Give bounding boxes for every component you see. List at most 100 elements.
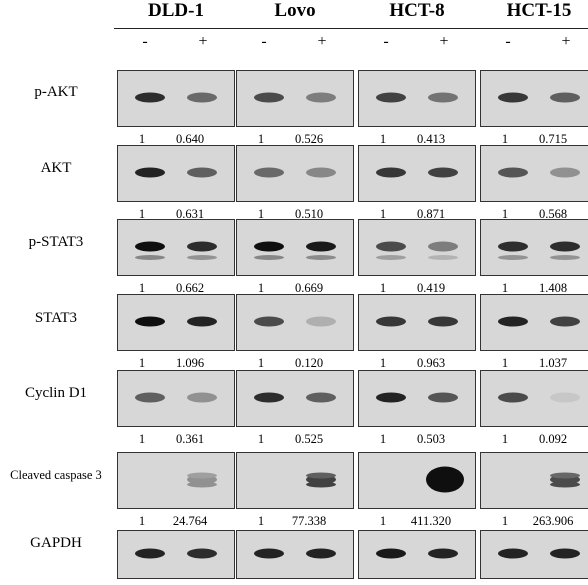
protein-band — [254, 92, 284, 103]
quant-control-value: 1 — [501, 207, 509, 221]
protein-band — [550, 255, 580, 260]
protein-band — [376, 548, 406, 559]
protein-band — [187, 92, 217, 103]
quant-treated-value: 0.715 — [538, 132, 568, 146]
quant-treated-value: 0.413 — [416, 132, 446, 146]
cell-line-title: HCT-8 — [389, 0, 445, 21]
row-label: AKT — [40, 160, 72, 176]
protein-band — [187, 472, 217, 479]
protein-band — [428, 392, 458, 403]
quant-control-value: 1 — [257, 356, 265, 370]
cell-line-underline — [477, 28, 588, 29]
blot-panel — [358, 294, 476, 351]
row-label: Cyclin D1 — [24, 385, 88, 401]
protein-band — [306, 241, 336, 252]
cell-line-title: Lovo — [274, 0, 316, 21]
row-label: p-STAT3 — [28, 234, 84, 250]
protein-band — [135, 548, 165, 559]
blot-panel — [358, 145, 476, 202]
protein-band — [376, 392, 406, 403]
quant-treated-value: 0.568 — [538, 207, 568, 221]
blot-panel — [236, 219, 354, 276]
quant-treated-value: 1.037 — [538, 356, 568, 370]
quant-control-value: 1 — [379, 207, 387, 221]
protein-band — [187, 392, 217, 403]
quant-control-value: 1 — [257, 514, 265, 528]
quant-control-value: 1 — [501, 281, 509, 295]
blot-panel — [236, 530, 354, 579]
treated-sign: + — [561, 33, 571, 50]
quant-treated-value: 0.510 — [294, 207, 324, 221]
quant-control-value: 1 — [257, 132, 265, 146]
quant-treated-value: 0.419 — [416, 281, 446, 295]
protein-band — [187, 241, 217, 252]
quant-control-value: 1 — [138, 281, 146, 295]
protein-band — [498, 316, 528, 327]
blot-panel — [358, 452, 476, 509]
protein-band — [306, 548, 336, 559]
protein-band — [428, 316, 458, 327]
protein-band — [306, 392, 336, 403]
protein-band — [428, 548, 458, 559]
protein-band — [135, 167, 165, 178]
quant-control-value: 1 — [501, 132, 509, 146]
control-sign: - — [142, 33, 148, 50]
protein-band — [550, 472, 580, 479]
protein-band — [376, 241, 406, 252]
quant-control-value: 1 — [138, 132, 146, 146]
blot-panel — [358, 219, 476, 276]
quant-control-value: 1 — [379, 281, 387, 295]
quant-treated-value: 0.503 — [416, 432, 446, 446]
protein-band — [376, 316, 406, 327]
protein-band — [498, 167, 528, 178]
quant-control-value: 1 — [138, 356, 146, 370]
quant-control-value: 1 — [501, 356, 509, 370]
protein-band — [550, 92, 580, 103]
row-label: p-AKT — [34, 84, 78, 100]
protein-band — [550, 241, 580, 252]
protein-band — [135, 392, 165, 403]
control-sign: - — [383, 33, 389, 50]
quant-treated-value: 1.408 — [538, 281, 568, 295]
protein-band — [187, 548, 217, 559]
row-label: GAPDH — [30, 535, 82, 551]
protein-band — [498, 548, 528, 559]
quant-control-value: 1 — [379, 356, 387, 370]
control-sign: - — [505, 33, 511, 50]
quant-treated-value: 0.361 — [175, 432, 205, 446]
blot-panel — [117, 145, 235, 202]
protein-band — [428, 167, 458, 178]
protein-band — [426, 466, 464, 493]
protein-band — [306, 255, 336, 260]
protein-band — [550, 167, 580, 178]
protein-band — [550, 316, 580, 327]
blot-panel — [117, 219, 235, 276]
protein-band — [498, 255, 528, 260]
protein-band — [376, 255, 406, 260]
quant-control-value: 1 — [257, 207, 265, 221]
blot-panel — [236, 452, 354, 509]
protein-band — [306, 92, 336, 103]
cell-line-title: DLD-1 — [148, 0, 204, 21]
treated-sign: + — [439, 33, 449, 50]
row-label: STAT3 — [34, 310, 78, 326]
quant-treated-value: 0.669 — [294, 281, 324, 295]
blot-panel — [236, 70, 354, 127]
treated-sign: + — [198, 33, 208, 50]
treated-sign: + — [317, 33, 327, 50]
quant-treated-value: 0.525 — [294, 432, 324, 446]
quant-treated-value: 0.640 — [175, 132, 205, 146]
blot-panel — [480, 370, 588, 427]
protein-band — [428, 241, 458, 252]
quant-treated-value: 24.764 — [172, 514, 208, 528]
blot-panel — [480, 452, 588, 509]
protein-band — [254, 548, 284, 559]
protein-band — [376, 92, 406, 103]
quant-treated-value: 0.963 — [416, 356, 446, 370]
blot-panel — [358, 370, 476, 427]
protein-band — [135, 241, 165, 252]
row-label: Cleaved caspase 3 — [10, 468, 102, 482]
protein-band — [498, 241, 528, 252]
protein-band — [187, 255, 217, 260]
quant-control-value: 1 — [138, 207, 146, 221]
